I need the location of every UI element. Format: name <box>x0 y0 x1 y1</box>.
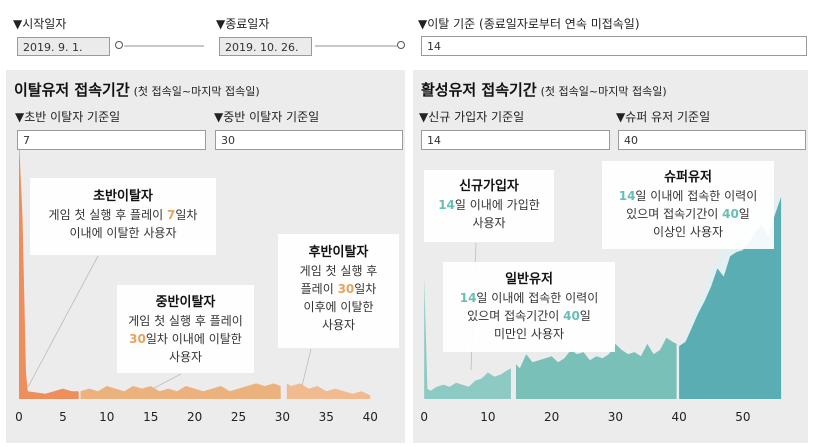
x-tick-label: 15 <box>143 410 158 424</box>
normal-user-callout: 일반유저 14일 이내에 접속한 이력이 있으며 접속기간이 40일 미만인 사… <box>443 262 615 352</box>
x-tick-label: 0 <box>420 410 428 424</box>
super-user-input[interactable]: 40 <box>618 130 806 150</box>
mid-churn-input[interactable]: 30 <box>215 130 403 150</box>
callout-text: 14일 이내에 접속한 이력이 <box>618 189 758 203</box>
callout-text: 게임 첫 실행 후 플레이 7일차 <box>48 208 198 222</box>
callout-text: 이상인 사용자 <box>652 225 724 239</box>
callout-text: 사용자 <box>321 318 356 332</box>
active-users-title-text: 활성유저 접속기간 <box>421 81 537 99</box>
callout-title: 슈퍼유저 <box>664 170 712 185</box>
callout-text: 14일 이내에 접속한 이력이 <box>459 291 599 305</box>
callout-text: 이후에 이탈한 <box>303 300 374 314</box>
new-user-callout: 신규가입자 14일 이내에 가입한 사용자 <box>424 170 554 242</box>
x-tick-label: 35 <box>319 410 334 424</box>
active-users-chart: 0 10 20 30 40 50 <box>420 195 782 424</box>
callout-text: 사용자 <box>168 350 203 364</box>
end-date-field[interactable]: 2019. 10. 26. <box>219 37 312 56</box>
churn-criteria-input[interactable]: 14 <box>421 36 807 56</box>
super-user-label: ▼슈퍼 유저 기준일 <box>616 110 711 124</box>
area-new <box>424 276 511 399</box>
callout-text: 사용자 <box>472 216 506 230</box>
end-date-slider-track[interactable] <box>315 45 397 47</box>
callout-text: 있으며 접속기간이 40일 <box>467 309 591 323</box>
early-churn-label: ▼초반 이탈자 기준일 <box>15 110 121 124</box>
area-early <box>19 139 79 399</box>
area-late <box>286 383 371 399</box>
x-tick-label: 30 <box>275 410 290 424</box>
callout-title: 신규가입자 <box>459 179 519 194</box>
callout-text: 이내에 이탈한 사용자 <box>69 226 177 240</box>
churned-users-chart: 0 5 10 15 20 25 30 35 40 <box>15 139 378 424</box>
x-tick-label: 20 <box>187 410 202 424</box>
x-tick-label: 10 <box>480 410 495 424</box>
mid-churn-label: ▼중반 이탈자 기준일 <box>214 110 320 124</box>
x-tick-label: 10 <box>99 410 114 424</box>
callout-leader-line <box>153 373 182 389</box>
callout-text: 게임 첫 실행 후 <box>299 264 378 278</box>
end-date-label: ▼종료일자 <box>216 17 270 31</box>
active-users-panel: 0 10 20 30 40 50 활성유저 접속기간 (첫 접속일~마지막 접속일) ▼신규… <box>413 70 808 443</box>
mid-churn-callout: 중반이탈자 게임 첫 실행 후 플레이 30일차 이내에 이탈한 사용자 <box>117 285 254 373</box>
callout-title: 중반이탈자 <box>155 295 216 310</box>
callout-text: 미만인 사용자 <box>493 327 565 341</box>
churned-users-title: 이탈유저 접속기간 (첫 접속일~마지막 접속일) <box>14 79 260 100</box>
super-user-callout: 슈퍼유저 14일 이내에 접속한 이력이 있으며 접속기간이 40일 이상인 사… <box>602 161 774 249</box>
churned-users-subtitle: (첫 접속일~마지막 접속일) <box>133 85 260 98</box>
x-tick-label: 40 <box>671 410 686 424</box>
callout-text: 14일 이내에 가입한 <box>438 198 540 212</box>
area-mid <box>80 383 281 399</box>
callout-leader-line <box>301 348 312 387</box>
callout-text: 있으며 접속기간이 40일 <box>626 207 750 221</box>
callout-leader-line <box>27 255 99 388</box>
callout-text: 게임 첫 실행 후 플레이 <box>128 314 243 328</box>
x-tick-label: 40 <box>363 410 378 424</box>
callout-title: 초반이탈자 <box>93 189 153 204</box>
x-tick-label: 50 <box>735 410 750 424</box>
start-date-field[interactable]: 2019. 9. 1. <box>17 37 110 56</box>
late-churn-callout: 후반이탈자 게임 첫 실행 후 플레이 30일차 이후에 이탈한 사용자 <box>278 234 399 348</box>
x-tick-label: 0 <box>15 410 23 424</box>
callout-text: 플레이 30일차 <box>300 282 377 296</box>
new-user-input[interactable]: 14 <box>421 130 610 150</box>
callout-title: 일반유저 <box>505 272 553 287</box>
active-users-subtitle: (첫 접속일~마지막 접속일) <box>540 85 667 98</box>
callout-title: 후반이탈자 <box>308 245 369 260</box>
start-date-label: ▼시작일자 <box>13 17 67 31</box>
new-user-label: ▼신규 가입자 기준일 <box>419 110 525 124</box>
churn-criteria-label: ▼이탈 기준 (종료일자로부터 연속 미접속일) <box>418 17 640 31</box>
x-tick-label: 5 <box>59 410 67 424</box>
x-tick-label: 25 <box>231 410 246 424</box>
active-users-title: 활성유저 접속기간 (첫 접속일~마지막 접속일) <box>421 79 667 100</box>
churned-users-panel: 0 5 10 15 20 25 30 35 40 이탈유저 접속기간 (첫 접속일~마지막 접속일… <box>6 70 405 443</box>
start-date-slider-track[interactable] <box>124 45 204 47</box>
x-tick-label: 20 <box>544 410 559 424</box>
churned-users-title-text: 이탈유저 접속기간 <box>14 81 130 99</box>
x-tick-label: 30 <box>608 410 623 424</box>
area-normal <box>516 337 677 399</box>
callout-text: 30일차 이내에 이탈한 <box>129 332 242 346</box>
early-churn-input[interactable]: 7 <box>17 130 206 150</box>
start-date-slider-handle[interactable] <box>115 41 123 49</box>
early-churn-callout: 초반이탈자 게임 첫 실행 후 플레이 7일차 이내에 이탈한 사용자 <box>30 178 216 255</box>
end-date-slider-handle[interactable] <box>397 41 405 49</box>
